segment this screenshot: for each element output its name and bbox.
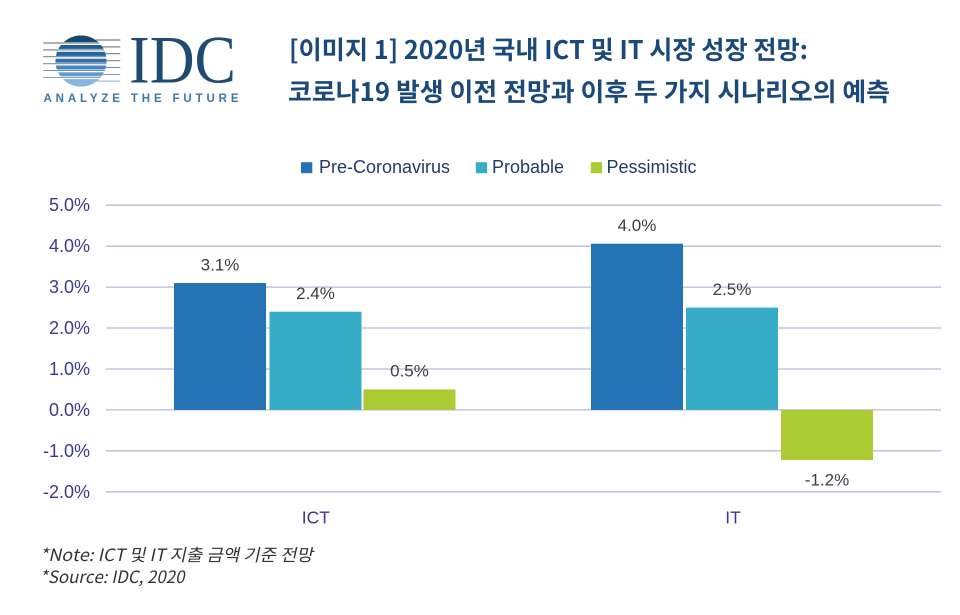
svg-text:ICT: ICT [302, 508, 331, 528]
svg-text:0.5%: 0.5% [390, 362, 429, 381]
svg-text:4.0%: 4.0% [618, 216, 657, 235]
svg-text:2.5%: 2.5% [713, 280, 752, 299]
svg-text:-1.0%: -1.0% [43, 441, 90, 461]
svg-text:-2.0%: -2.0% [43, 482, 90, 502]
svg-text:IT: IT [725, 508, 741, 528]
svg-text:Pessimistic: Pessimistic [607, 157, 697, 177]
svg-text:3.0%: 3.0% [49, 277, 90, 297]
svg-text:Pre-Coronavirus: Pre-Coronavirus [319, 157, 450, 177]
svg-text:2.4%: 2.4% [296, 284, 335, 303]
svg-text:3.1%: 3.1% [201, 255, 240, 274]
svg-text:IDC: IDC [129, 22, 236, 98]
svg-text:1.0%: 1.0% [49, 359, 90, 379]
svg-text:2.0%: 2.0% [49, 318, 90, 338]
svg-text:ANALYZE THE FUTURE: ANALYZE THE FUTURE [44, 93, 243, 105]
svg-text:Probable: Probable [492, 157, 564, 177]
svg-text:-1.2%: -1.2% [805, 471, 849, 490]
svg-text:0.0%: 0.0% [49, 400, 90, 420]
svg-text:5.0%: 5.0% [49, 195, 90, 215]
svg-text:4.0%: 4.0% [49, 236, 90, 256]
